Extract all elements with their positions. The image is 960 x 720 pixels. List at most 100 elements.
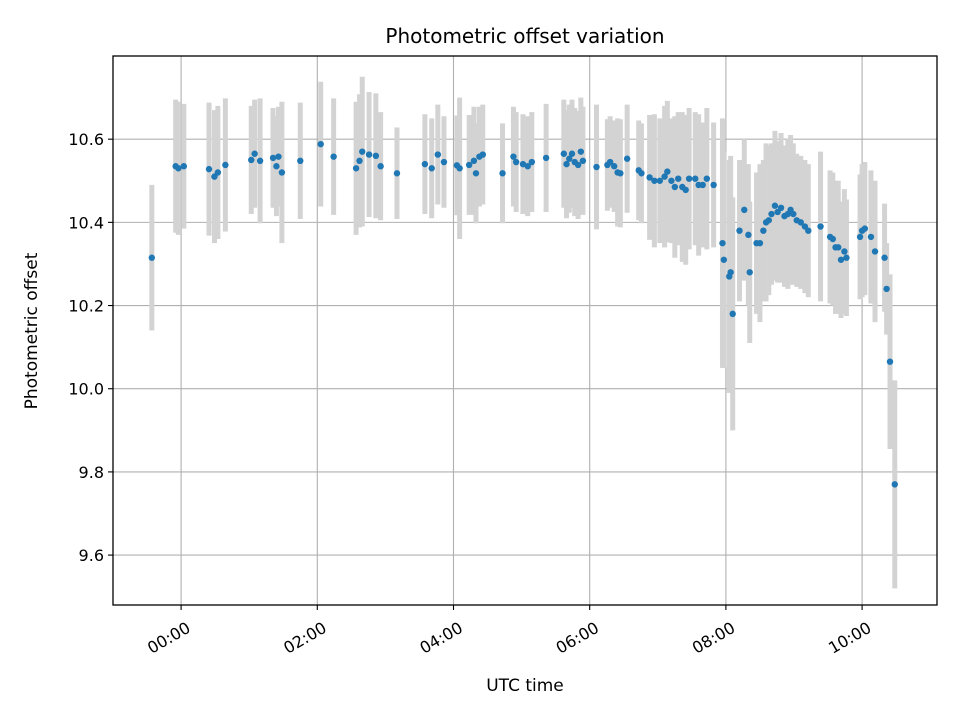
data-point — [837, 256, 845, 263]
data-point — [861, 225, 869, 232]
data-point — [560, 150, 568, 157]
data-point — [881, 254, 888, 261]
data-point — [472, 170, 480, 177]
data-point — [760, 227, 767, 234]
data-point — [736, 227, 743, 234]
data-point — [638, 170, 645, 177]
data-point — [661, 173, 668, 180]
data-point — [771, 202, 779, 209]
y-tick-label: 9.8 — [79, 463, 104, 482]
y-tick-label: 10.0 — [68, 380, 104, 399]
data-point — [777, 204, 785, 212]
data-point — [568, 150, 576, 157]
data-point — [372, 152, 380, 160]
data-point — [148, 254, 156, 261]
data-point — [651, 177, 658, 184]
data-point — [421, 160, 429, 168]
data-point — [510, 153, 517, 160]
data-point — [393, 170, 401, 177]
data-point — [377, 163, 384, 170]
data-point — [790, 210, 797, 218]
data-point — [499, 170, 506, 177]
data-point — [797, 219, 805, 226]
y-tick-label: 9.6 — [79, 546, 104, 565]
data-point — [671, 183, 679, 191]
data-point — [835, 244, 842, 251]
data-point — [768, 210, 775, 218]
data-point — [365, 151, 373, 158]
data-point — [579, 157, 587, 165]
data-point — [656, 177, 664, 184]
data-point — [675, 175, 682, 182]
data-point — [577, 148, 585, 155]
data-point — [886, 358, 894, 365]
y-axis-label: Photometric offset — [22, 252, 42, 409]
data-point — [563, 160, 570, 168]
data-point — [222, 161, 229, 169]
data-point — [330, 153, 337, 160]
chart-title: Photometric offset variation — [385, 24, 664, 48]
plot-frame — [112, 55, 938, 606]
data-point — [175, 165, 182, 172]
data-point — [434, 151, 442, 158]
data-point — [512, 158, 520, 166]
data-point — [528, 158, 536, 166]
data-point — [856, 233, 864, 241]
data-point — [456, 165, 463, 172]
x-axis-label: UTC time — [486, 676, 564, 696]
data-point — [623, 155, 631, 162]
data-point — [883, 285, 890, 293]
data-point — [664, 168, 671, 175]
data-point — [746, 269, 753, 276]
y-tick-label: 10.4 — [68, 213, 104, 232]
data-point — [765, 217, 772, 224]
data-point — [248, 156, 255, 164]
data-point — [205, 165, 213, 173]
data-point — [465, 161, 473, 169]
data-point — [251, 150, 258, 157]
data-point — [745, 231, 752, 239]
data-point — [710, 181, 717, 189]
data-point — [829, 235, 837, 243]
data-point — [692, 175, 699, 182]
data-point — [542, 154, 550, 162]
data-point — [805, 227, 812, 234]
data-point — [720, 256, 728, 263]
data-point — [817, 223, 824, 230]
data-point — [519, 160, 527, 168]
data-point — [611, 163, 618, 170]
data-point — [871, 248, 879, 255]
data-point — [685, 175, 693, 182]
data-point — [428, 165, 435, 172]
data-point — [699, 181, 706, 189]
data-point — [352, 165, 360, 172]
data-point — [297, 157, 304, 165]
data-point — [843, 254, 850, 261]
data-point — [682, 186, 689, 194]
data-point — [574, 161, 582, 169]
data-point — [180, 163, 188, 170]
data-point — [317, 140, 324, 148]
data-point — [593, 163, 600, 171]
data-point — [727, 269, 734, 276]
data-point — [214, 169, 222, 176]
data-point — [617, 170, 624, 177]
data-point — [359, 148, 366, 155]
y-tick-label: 10.2 — [68, 297, 104, 316]
data-point — [273, 163, 280, 170]
y-axis-ticks: 9.6 9.8 10.0 10.2 10.4 10.6 — [68, 130, 113, 565]
data-point — [741, 206, 748, 214]
data-point — [668, 177, 675, 184]
data-point — [275, 153, 282, 160]
data-point — [867, 233, 875, 241]
data-point — [719, 239, 726, 247]
data-point — [841, 248, 848, 255]
data-point — [524, 163, 531, 170]
data-point — [703, 175, 711, 182]
data-point — [356, 157, 363, 165]
data-point — [646, 174, 653, 181]
data-point — [566, 155, 573, 162]
data-point — [729, 310, 736, 318]
data-point — [269, 154, 277, 162]
